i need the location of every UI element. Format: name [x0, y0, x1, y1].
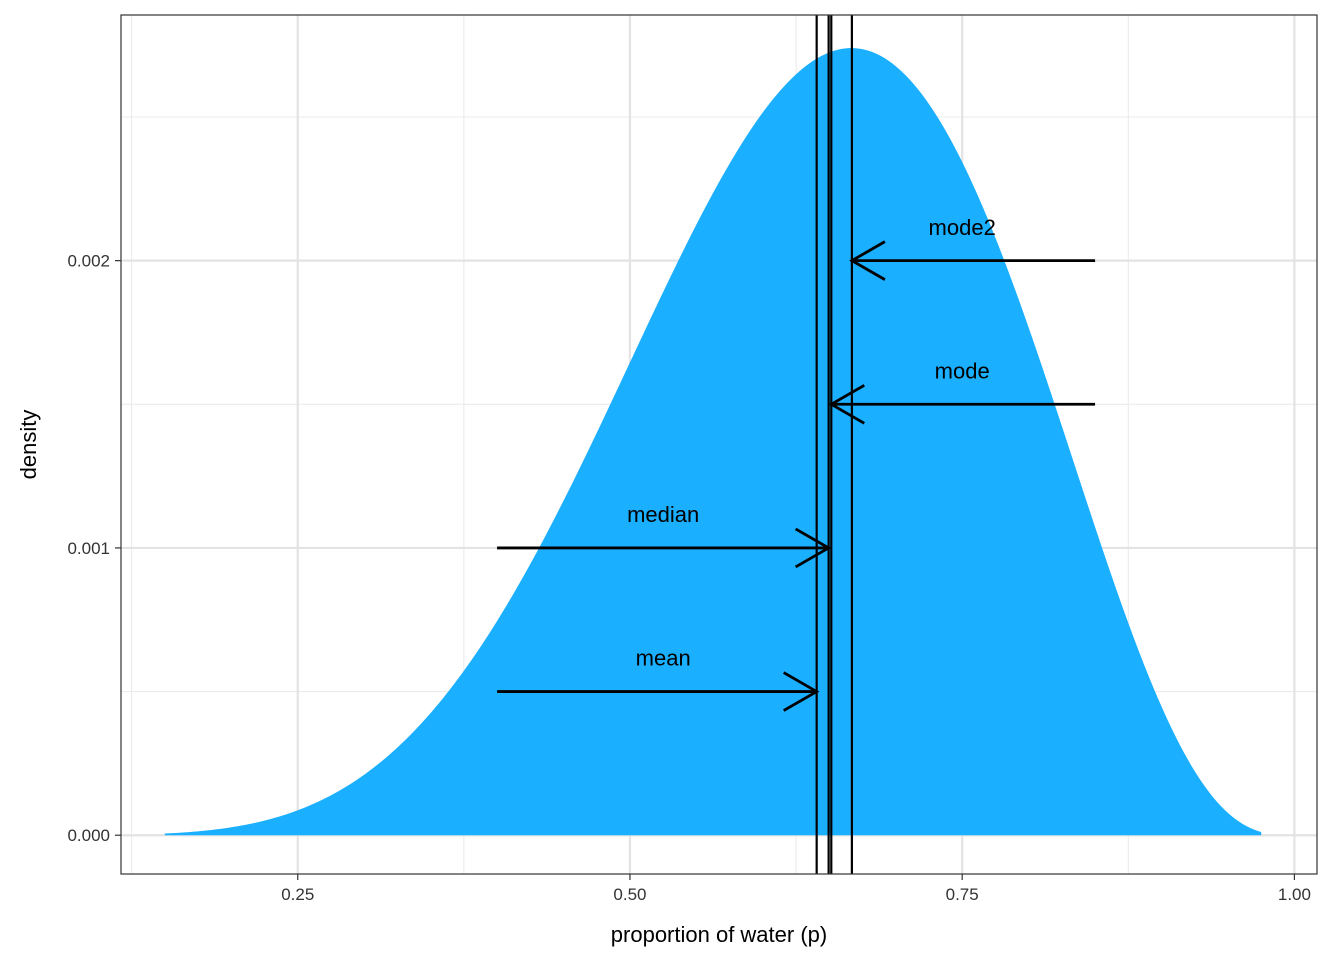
density-area-path: [164, 48, 1262, 836]
annotation-median-label: median: [627, 502, 699, 527]
x-tick-label: 0.50: [613, 885, 646, 904]
reference-lines: [815, 15, 853, 874]
arrow-median-head: [794, 527, 832, 569]
annotations: mean median mode mode2: [497, 215, 1096, 712]
y-tick-label: 0.002: [67, 252, 110, 271]
y-tick-label: 0.000: [67, 826, 110, 845]
annotation-mode2-label: mode2: [929, 215, 996, 240]
axes: 0.25 0.50 0.75 1.00 0.000 0.001 0.002: [67, 252, 1311, 904]
x-tick-label: 0.75: [946, 885, 979, 904]
x-tick-label: 1.00: [1278, 885, 1311, 904]
panel-border: [120, 14, 1318, 875]
arrow-mean-head: [782, 671, 820, 712]
y-axis-title: density: [16, 410, 41, 480]
annotation-mean-label: mean: [636, 646, 691, 671]
arrow-mode-head: [828, 384, 865, 425]
arrow-mode2-head: [849, 240, 886, 281]
y-tick-label: 0.001: [67, 539, 110, 558]
annotation-mode-label: mode: [935, 358, 990, 383]
x-axis-title: proportion of water (p): [611, 922, 827, 947]
density-area: [164, 48, 1262, 836]
x-tick-label: 0.25: [281, 885, 314, 904]
